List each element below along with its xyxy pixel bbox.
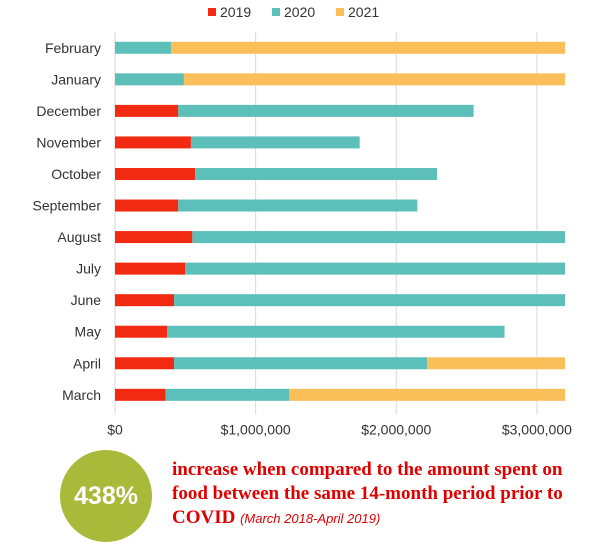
category-label-december: December xyxy=(36,103,101,119)
callout-text: increase when compared to the amount spe… xyxy=(172,459,563,528)
bar-2019-december xyxy=(115,104,179,117)
bar-2019-june xyxy=(115,294,175,307)
legend-label-2021: 2021 xyxy=(348,4,379,20)
bar-2019-september xyxy=(115,199,179,212)
x-tick-label-3: $3,000,000 xyxy=(502,422,572,438)
bar-2020-january xyxy=(115,73,184,86)
legend-swatch-2019 xyxy=(208,8,216,16)
category-label-november: November xyxy=(36,134,101,150)
legend-label-2020: 2020 xyxy=(284,4,315,20)
bar-2019-april xyxy=(115,357,175,370)
category-label-january: January xyxy=(51,71,101,87)
category-label-april: April xyxy=(73,355,101,371)
bar-2020-november xyxy=(190,136,360,149)
bar-2020-march xyxy=(165,388,290,401)
legend-label-2019: 2019 xyxy=(220,4,251,20)
stacked-bar-chart: February January December November October Se… xyxy=(33,4,573,438)
category-label-march: March xyxy=(62,387,101,403)
callout-note: (March 2018-April 2019) xyxy=(240,511,381,526)
bar-2020-october xyxy=(195,167,438,180)
bar-2021-january xyxy=(183,73,565,86)
x-tick-label-2: $2,000,000 xyxy=(361,422,431,438)
category-label-july: July xyxy=(76,261,101,277)
category-label-august: August xyxy=(57,229,101,245)
bar-2019-august xyxy=(115,231,193,244)
bar-2020-august xyxy=(192,231,565,244)
legend-swatch-2021 xyxy=(336,8,344,16)
bar-2019-may xyxy=(115,325,168,338)
bar-2020-february xyxy=(115,41,172,54)
bar-2021-february xyxy=(171,41,565,54)
percentage-badge: 438% xyxy=(60,450,152,542)
bar-2019-july xyxy=(115,262,186,275)
bar-2019-november xyxy=(115,136,191,149)
callout-caption: increase when compared to the amount spe… xyxy=(172,458,597,531)
bar-2020-april xyxy=(174,357,428,370)
bar-2019-october xyxy=(115,167,196,180)
category-label-may: May xyxy=(75,324,101,340)
bar-2020-may xyxy=(167,325,505,338)
legend-swatch-2020 xyxy=(272,8,280,16)
category-label-october: October xyxy=(51,166,101,182)
bar-2021-march xyxy=(289,388,565,401)
bar-2020-july xyxy=(185,262,565,275)
bar-2021-april xyxy=(427,357,565,370)
x-tick-label-1: $1,000,000 xyxy=(221,422,291,438)
bar-2020-december xyxy=(178,104,474,117)
category-label-february: February xyxy=(45,40,101,56)
category-label-june: June xyxy=(71,292,102,308)
x-tick-label-0: $0 xyxy=(107,422,123,438)
category-label-september: September xyxy=(33,198,102,214)
bar-2020-september xyxy=(178,199,418,212)
bar-2020-june xyxy=(174,294,565,307)
percentage-value: 438% xyxy=(74,481,138,510)
bar-2019-march xyxy=(115,388,166,401)
